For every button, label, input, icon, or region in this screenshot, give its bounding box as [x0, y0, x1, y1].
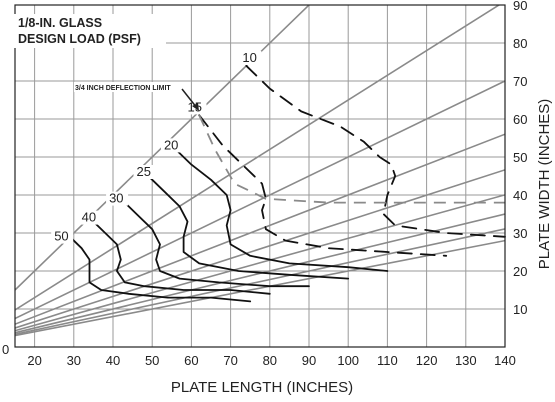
deflection-limit-label: 3/4 INCH DEFLECTION LIMIT	[75, 85, 171, 92]
x-tick-label: 140	[494, 353, 516, 368]
aspect-ratio-line	[15, 5, 501, 311]
series-line-30	[116, 194, 310, 288]
series-line-40	[88, 216, 271, 295]
series-layer	[69, 64, 506, 303]
curve-label-backdrop	[51, 229, 74, 244]
x-tick-label: 90	[302, 353, 316, 368]
series-line-10	[245, 64, 506, 238]
x-axis-ticks: 20 30 40 50 60 70 80 90 100 110 120 130 140	[27, 353, 515, 368]
title-backdrop	[14, 14, 166, 48]
curve-label-backdrop	[78, 210, 101, 225]
deflection-label-backdrop	[74, 82, 190, 92]
aspect-ratio-line	[15, 80, 505, 320]
x-tick-label: 40	[106, 353, 120, 368]
x-tick-label: 60	[184, 353, 198, 368]
series-line-20	[170, 144, 389, 272]
y-tick-label: 30	[513, 226, 527, 241]
x-tick-label: 100	[337, 353, 359, 368]
y-axis-title: PLATE WIDTH (INCHES)	[536, 99, 553, 270]
y-axis-ticks: 10 20 30 40 50 60 70 80 90	[513, 0, 527, 317]
x-tick-label: 80	[263, 353, 277, 368]
curve-label-backdrop	[133, 165, 156, 179]
y-tick-label: 50	[513, 150, 527, 165]
curve-label-25: 25	[137, 164, 151, 179]
x-tick-label: 130	[455, 353, 477, 368]
origin-label: 0	[2, 342, 9, 357]
curve-label-backdrop	[106, 191, 129, 206]
x-tick-label: 50	[145, 353, 159, 368]
curve-label-50: 50	[54, 229, 68, 244]
y-tick-label: 70	[513, 74, 527, 89]
x-tick-label: 120	[416, 353, 438, 368]
x-tick-label: 70	[223, 353, 237, 368]
curve-labels: 10152025304050	[51, 50, 262, 244]
aspect-ratio-line	[15, 5, 311, 292]
aspect-ratio-line	[15, 239, 505, 337]
curve-label-10: 10	[242, 50, 256, 65]
series-line-25	[143, 171, 350, 280]
y-tick-label: 20	[513, 264, 527, 279]
y-tick-label: 10	[513, 302, 527, 317]
aspect-ratio-line	[15, 228, 505, 336]
chart-title-line-1: 1/8-IN. GLASS	[18, 16, 102, 30]
aspect-ratio-line	[15, 194, 505, 332]
x-tick-label: 30	[67, 353, 81, 368]
deflection-label-arrowhead	[192, 103, 199, 111]
aspect-ratio-line	[15, 133, 505, 326]
y-tick-label: 60	[513, 112, 527, 127]
plot-frame	[14, 4, 506, 348]
x-tick-label: 110	[377, 353, 398, 368]
aspect-ratio-line	[15, 169, 505, 329]
curve-label-20: 20	[164, 137, 178, 152]
series-line-50	[69, 235, 252, 303]
curve-label-backdrop	[160, 138, 183, 153]
chart-title-line-2: DESIGN LOAD (PSF)	[18, 32, 141, 46]
curve-label-backdrop	[239, 51, 262, 65]
aspect-ratio-line	[15, 213, 505, 334]
series-line-15	[198, 114, 448, 257]
curve-label-40: 40	[82, 210, 96, 225]
curve-label-30: 30	[109, 191, 123, 206]
deflection-limit-line	[198, 114, 505, 204]
y-tick-label: 90	[513, 0, 527, 13]
aspect-ratio-lines	[15, 5, 505, 337]
x-axis-title: PLATE LENGTH (INCHES)	[171, 379, 353, 396]
y-tick-label: 40	[513, 188, 527, 203]
y-tick-label: 80	[513, 36, 527, 51]
deflection-limit-layer	[198, 114, 505, 204]
x-tick-label: 20	[27, 353, 41, 368]
